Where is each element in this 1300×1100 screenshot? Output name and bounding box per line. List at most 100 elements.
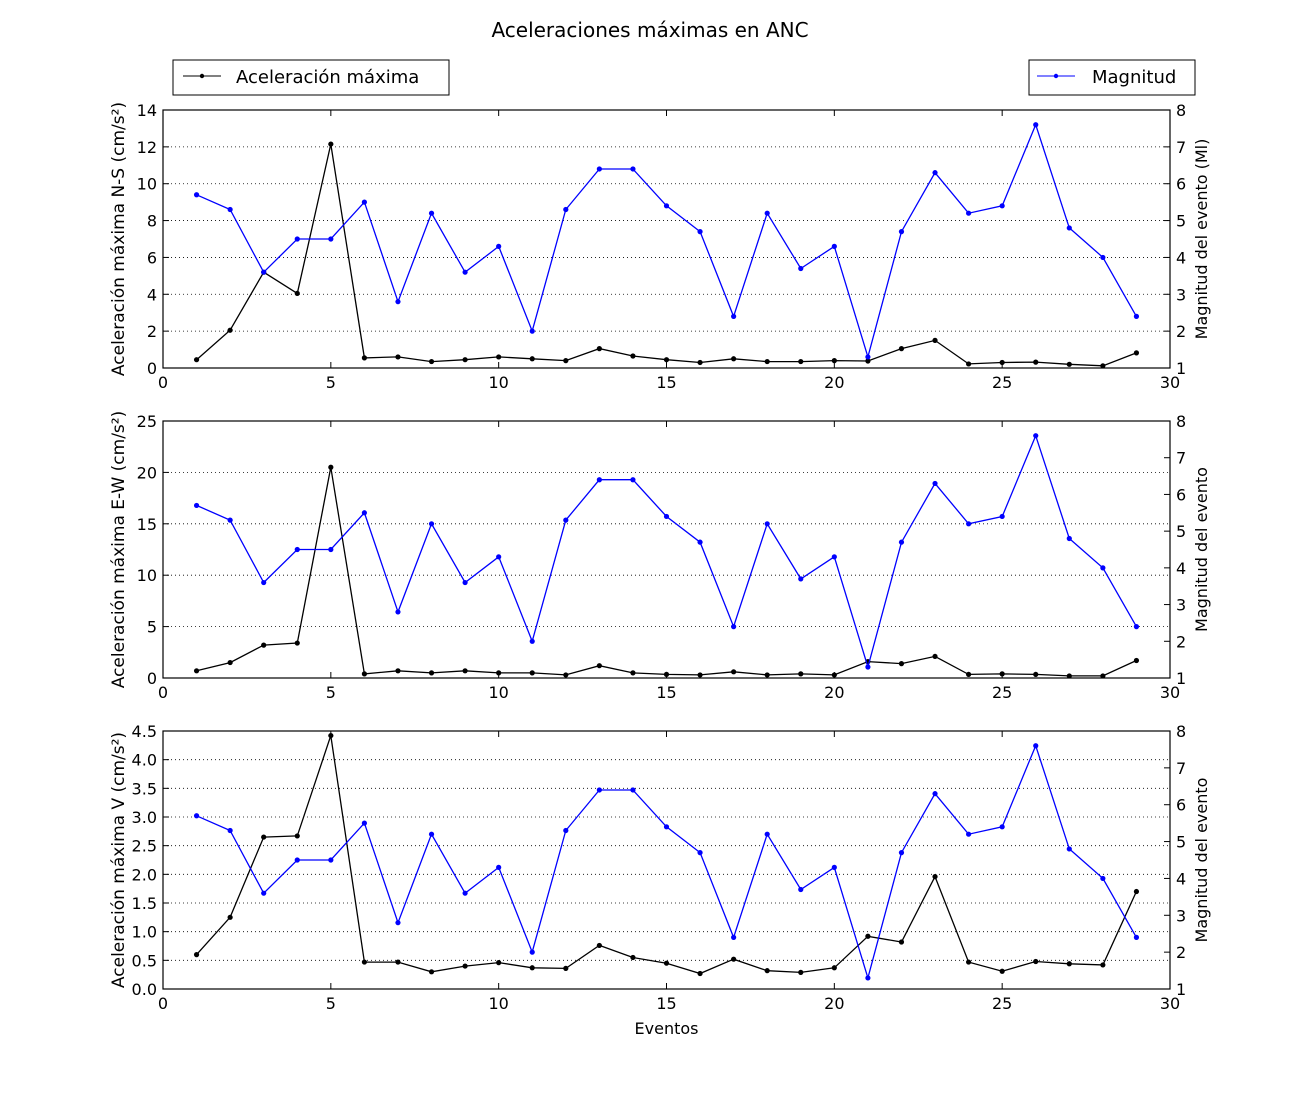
data-point-aceleracion bbox=[999, 968, 1005, 974]
y-tick-label-right: 2 bbox=[1176, 632, 1186, 651]
y-tick-label-left: 25 bbox=[137, 412, 157, 431]
data-point-magnitud bbox=[328, 857, 334, 863]
data-point-magnitud bbox=[462, 579, 468, 586]
data-point-magnitud bbox=[395, 299, 401, 305]
data-point-magnitud bbox=[1033, 433, 1039, 439]
data-point-aceleracion bbox=[529, 965, 535, 971]
data-point-magnitud bbox=[227, 517, 233, 523]
y-tick-label-right: 8 bbox=[1176, 722, 1186, 741]
data-point-magnitud bbox=[697, 850, 703, 856]
data-point-aceleracion bbox=[294, 290, 300, 296]
y-tick-label-right: 3 bbox=[1176, 906, 1186, 925]
y-tick-label-right: 3 bbox=[1176, 596, 1186, 615]
data-point-magnitud bbox=[966, 831, 972, 837]
y-tick-label-right: 1 bbox=[1176, 980, 1186, 999]
x-tick-label: 15 bbox=[656, 994, 676, 1013]
legend-left-frame bbox=[172, 59, 450, 96]
data-point-magnitud bbox=[731, 313, 737, 319]
data-point-aceleracion bbox=[831, 672, 837, 678]
data-point-magnitud bbox=[1066, 846, 1072, 852]
data-point-aceleracion bbox=[496, 960, 502, 966]
data-point-magnitud bbox=[798, 886, 804, 893]
data-point-aceleracion bbox=[898, 939, 905, 945]
data-point-aceleracion bbox=[462, 668, 468, 674]
data-point-magnitud bbox=[898, 539, 905, 545]
data-point-aceleracion bbox=[395, 354, 401, 360]
data-point-aceleracion bbox=[496, 670, 502, 676]
data-point-aceleracion bbox=[596, 346, 602, 352]
data-point-magnitud bbox=[663, 513, 670, 520]
data-point-aceleracion bbox=[865, 933, 871, 939]
legend-left-marker bbox=[199, 73, 205, 79]
data-point-magnitud bbox=[395, 609, 401, 615]
chart-panel-1: 0 5 10 15 20 25 300246810121412345678Aceleraci… bbox=[109, 101, 1211, 392]
data-point-aceleracion bbox=[1066, 673, 1072, 679]
y-tick-label-left: 20 bbox=[137, 463, 157, 482]
data-point-magnitud bbox=[261, 890, 267, 896]
data-point-aceleracion bbox=[1066, 361, 1072, 367]
data-point-magnitud bbox=[361, 510, 367, 516]
legend-right: Magnitud bbox=[1028, 59, 1196, 96]
data-point-aceleracion bbox=[697, 672, 703, 678]
data-point-magnitud bbox=[697, 539, 703, 545]
x-tick-label: 10 bbox=[488, 683, 508, 702]
data-point-aceleracion bbox=[966, 361, 972, 367]
data-point-aceleracion bbox=[361, 959, 367, 965]
data-point-aceleracion bbox=[563, 358, 569, 364]
y-tick-label-right: 7 bbox=[1176, 449, 1186, 468]
data-point-magnitud bbox=[630, 787, 636, 793]
data-point-magnitud bbox=[966, 521, 972, 527]
data-point-magnitud bbox=[798, 576, 804, 582]
x-tick-label: 0 bbox=[158, 373, 168, 392]
x-tick-label: 25 bbox=[992, 373, 1012, 392]
data-point-aceleracion bbox=[294, 640, 300, 646]
data-point-aceleracion bbox=[361, 671, 367, 677]
y-tick-label-right: 4 bbox=[1176, 869, 1186, 888]
data-point-aceleracion bbox=[227, 327, 233, 333]
data-point-aceleracion bbox=[798, 358, 804, 365]
data-point-magnitud bbox=[193, 813, 200, 819]
y-tick-label-left: 12 bbox=[137, 138, 157, 157]
data-point-magnitud bbox=[663, 203, 670, 209]
data-point-aceleracion bbox=[764, 672, 770, 678]
data-point-aceleracion bbox=[1066, 961, 1072, 967]
legend-right-marker bbox=[1053, 73, 1059, 79]
data-point-aceleracion bbox=[462, 963, 468, 969]
data-point-aceleracion bbox=[798, 969, 804, 975]
data-point-aceleracion bbox=[328, 732, 334, 739]
data-point-aceleracion bbox=[328, 464, 334, 470]
data-point-aceleracion bbox=[764, 358, 770, 365]
legend-left-label: Aceleración máxima bbox=[236, 67, 419, 88]
data-point-aceleracion bbox=[966, 671, 972, 678]
y-tick-label-left: 0.5 bbox=[132, 951, 157, 970]
data-point-aceleracion bbox=[898, 661, 905, 667]
data-point-aceleracion bbox=[529, 670, 535, 676]
data-point-magnitud bbox=[193, 192, 200, 198]
data-point-magnitud bbox=[1100, 565, 1106, 571]
data-point-magnitud bbox=[596, 166, 602, 172]
data-point-aceleracion bbox=[999, 359, 1005, 366]
data-point-aceleracion bbox=[361, 355, 367, 361]
data-point-magnitud bbox=[764, 521, 770, 527]
y-tick-label-left: 8 bbox=[147, 212, 157, 231]
y-axis-label-right: Magnitud del evento bbox=[1192, 778, 1211, 943]
y-tick-label-left: 0 bbox=[147, 359, 157, 378]
data-point-aceleracion bbox=[1033, 359, 1039, 365]
y-tick-label-right: 6 bbox=[1176, 485, 1186, 504]
data-point-aceleracion bbox=[193, 952, 200, 958]
data-point-aceleracion bbox=[428, 969, 435, 975]
series-line-aceleracion bbox=[196, 467, 1137, 677]
chart-panel-2: 0 5 10 15 20 25 30 0 5 10 15 20 25 1 2 3 4 5 6 7 8 Aceleració… bbox=[109, 411, 1211, 702]
y-axis-label-right: Magnitud del evento (Ml) bbox=[1192, 139, 1211, 340]
data-point-aceleracion bbox=[1133, 657, 1140, 664]
y-tick-label-left: 1.0 bbox=[132, 923, 157, 942]
data-point-magnitud bbox=[496, 864, 502, 870]
y-tick-label-right: 6 bbox=[1176, 175, 1186, 194]
data-point-aceleracion bbox=[663, 671, 670, 678]
data-point-aceleracion bbox=[1100, 363, 1106, 369]
y-tick-label-left: 5 bbox=[147, 618, 157, 637]
data-point-magnitud bbox=[630, 166, 636, 172]
series-line-aceleracion bbox=[196, 143, 1137, 367]
data-point-magnitud bbox=[1066, 225, 1072, 231]
